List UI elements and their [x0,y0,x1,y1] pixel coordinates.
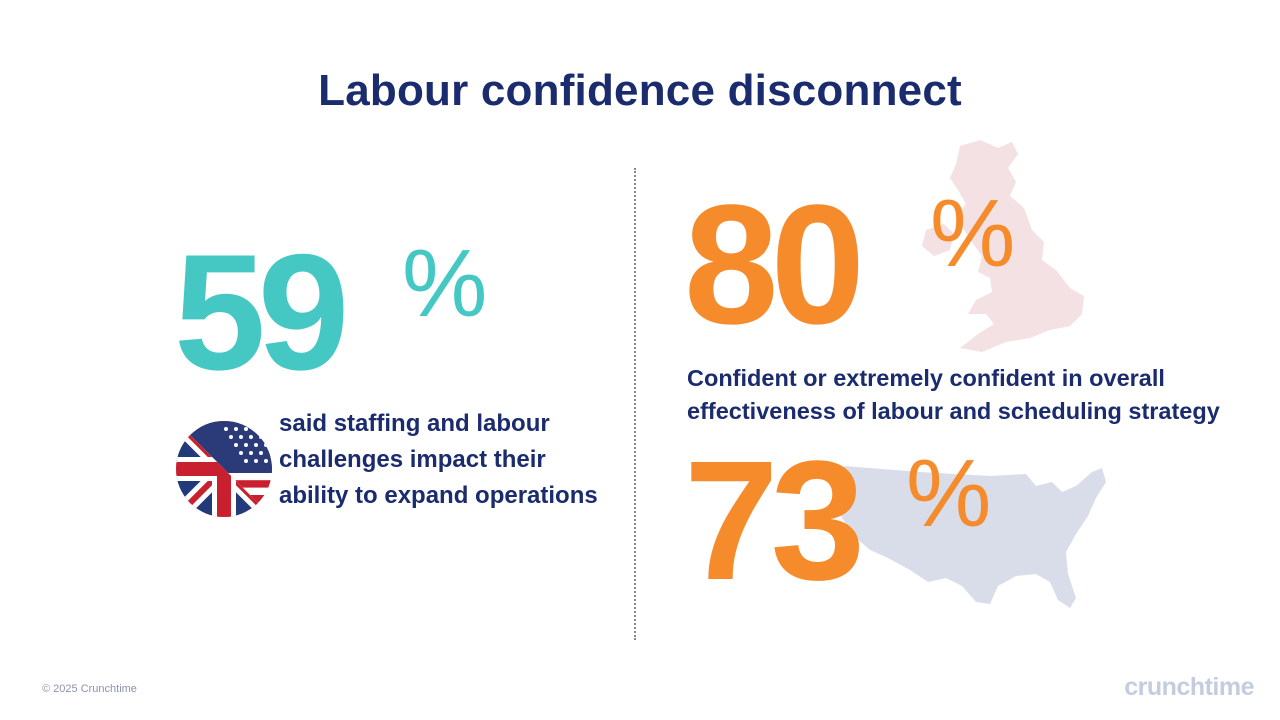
stat-59-value: 59 [174,220,350,404]
stat-73-percent: % [906,440,992,547]
crunchtime-logo: crunchtime [1124,673,1254,701]
stat-59-description: said staffing and labour challenges impa… [279,410,598,509]
us-map-icon [836,466,1106,608]
stat-59-percent: % [402,230,488,337]
column-divider [634,168,636,640]
uk-map-icon [922,140,1084,352]
stat-80-description: Confident or extremely confident in over… [687,365,1220,424]
stat-80-percent: % [930,180,1016,287]
stat-73-value: 73 [684,426,865,616]
copyright-footer: © 2025 Crunchtime [42,683,137,695]
page-title: Labour confidence disconnect [318,66,962,115]
uk-us-flag-icon [176,421,272,517]
stat-80-value: 80 [684,170,865,360]
